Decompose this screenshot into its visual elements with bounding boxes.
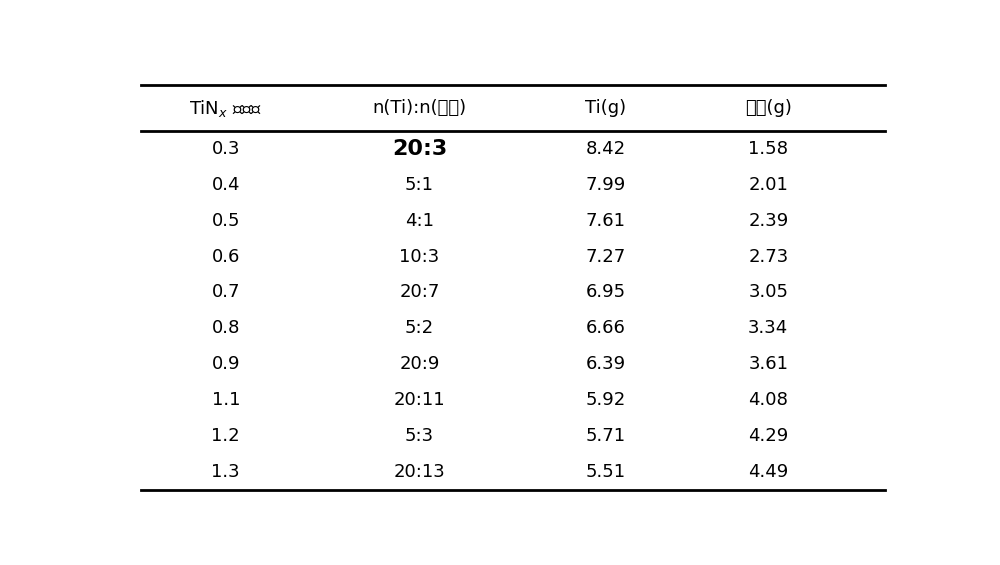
- Text: 5:1: 5:1: [405, 176, 434, 194]
- Text: 20:3: 20:3: [392, 139, 447, 159]
- Text: 0.8: 0.8: [212, 319, 240, 337]
- Text: 7.27: 7.27: [585, 247, 626, 266]
- Text: 10:3: 10:3: [399, 247, 440, 266]
- Text: 3.61: 3.61: [748, 355, 788, 373]
- Text: 6.39: 6.39: [585, 355, 626, 373]
- Text: 1.2: 1.2: [211, 427, 240, 445]
- Text: 2.01: 2.01: [748, 176, 788, 194]
- Text: Ti(g): Ti(g): [585, 99, 626, 117]
- Text: 4.08: 4.08: [748, 391, 788, 409]
- Text: 7.61: 7.61: [586, 212, 626, 229]
- Text: 4.29: 4.29: [748, 427, 788, 445]
- Text: 0.6: 0.6: [212, 247, 240, 266]
- Text: 0.9: 0.9: [212, 355, 240, 373]
- Text: TiN$_x$ 中的値: TiN$_x$ 中的値: [189, 98, 262, 119]
- Text: 0.4: 0.4: [212, 176, 240, 194]
- Text: 5.51: 5.51: [585, 463, 626, 481]
- Text: 2.73: 2.73: [748, 247, 788, 266]
- Text: 1.1: 1.1: [212, 391, 240, 409]
- Text: 1.3: 1.3: [211, 463, 240, 481]
- Text: 20:9: 20:9: [399, 355, 440, 373]
- Text: 3.05: 3.05: [748, 284, 788, 301]
- Text: 6.66: 6.66: [586, 319, 625, 337]
- Text: 2.39: 2.39: [748, 212, 788, 229]
- Text: 3.34: 3.34: [748, 319, 788, 337]
- Text: 0.3: 0.3: [212, 140, 240, 158]
- Text: 0.5: 0.5: [212, 212, 240, 229]
- Text: 6.95: 6.95: [585, 284, 626, 301]
- Text: n(Ti):n(尿素): n(Ti):n(尿素): [372, 99, 467, 117]
- Text: 5.71: 5.71: [585, 427, 626, 445]
- Text: 4:1: 4:1: [405, 212, 434, 229]
- Text: 20:7: 20:7: [399, 284, 440, 301]
- Text: 8.42: 8.42: [585, 140, 626, 158]
- Text: 4.49: 4.49: [748, 463, 788, 481]
- Text: 7.99: 7.99: [585, 176, 626, 194]
- Text: 尿素(g): 尿素(g): [745, 99, 792, 117]
- Text: 5:2: 5:2: [405, 319, 434, 337]
- Text: 20:13: 20:13: [394, 463, 445, 481]
- Text: 20:11: 20:11: [394, 391, 445, 409]
- Text: 5:3: 5:3: [405, 427, 434, 445]
- Text: 1.58: 1.58: [748, 140, 788, 158]
- Text: 0.7: 0.7: [212, 284, 240, 301]
- Text: 5.92: 5.92: [585, 391, 626, 409]
